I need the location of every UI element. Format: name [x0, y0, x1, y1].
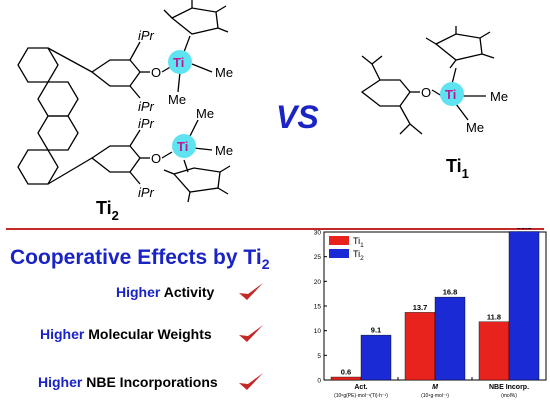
bar: [330, 376, 362, 381]
ti-center-upper: [168, 50, 192, 74]
me-label-ti1-2: Me: [466, 120, 484, 135]
legend-swatch: [329, 249, 349, 258]
x-category-unit: (mol%): [501, 393, 517, 399]
y-tick-label: 0: [317, 378, 321, 385]
headline: Cooperative Effects by Ti2: [10, 246, 270, 272]
bar-value-label: 16.8: [443, 288, 458, 297]
bar-value-label: 13.7: [413, 303, 428, 312]
x-category-label: NBE Incorp.: [489, 384, 529, 391]
bar-value-label: 11.8: [487, 312, 501, 321]
ti1-skeleton: [360, 26, 495, 135]
ti-center-lower: [172, 134, 196, 158]
ipr-label-4: iPr: [138, 185, 155, 200]
ti-label-upper: Ti: [173, 55, 184, 70]
bar-value-label: 0.6: [341, 368, 351, 377]
bar-chart: 0 5 10 15 20 25 30 0.6 9.1 Act. (10⁶g(PE)·mol⁻¹(Ti…: [314, 228, 547, 399]
section-divider: [6, 228, 544, 230]
ti-label-lower: Ti: [177, 139, 188, 154]
ipr-label-2: iPr: [138, 99, 155, 114]
y-tick-label: 20: [314, 279, 322, 286]
me-label-2: Me: [168, 92, 186, 107]
legend-label: Ti2: [353, 249, 364, 262]
x-category-unit: (10⁴g·mol⁻¹): [421, 393, 449, 399]
x-category-label: Act.: [354, 384, 367, 391]
advantage-activity: Higher Activity: [116, 284, 215, 300]
ti-center-ti1: [440, 82, 464, 106]
me-label-3: Me: [196, 106, 214, 121]
advantage-molecular-weight: Higher Molecular Weights: [40, 326, 212, 342]
checkmark-icon: [239, 325, 263, 342]
ti2-skeleton: [17, 0, 231, 203]
y-tick-label: 10: [314, 328, 322, 335]
y-tick-label: 15: [314, 304, 322, 311]
ti2-compound-label: Ti2: [96, 198, 119, 223]
ti-label-ti1: Ti: [445, 87, 456, 102]
advantage-nbe: Higher NBE Incorporations: [38, 374, 218, 390]
y-tick-label: 30: [314, 230, 322, 237]
bar: [508, 231, 540, 381]
checkmark-icon: [239, 373, 263, 390]
bar: [404, 312, 436, 381]
ti1-compound-label: Ti1: [446, 156, 469, 181]
vs-label: VS: [276, 99, 319, 135]
bar: [434, 296, 466, 381]
ipr-label-3: iPr: [138, 116, 155, 131]
bar: [360, 334, 392, 381]
y-tick-label: 25: [314, 254, 322, 261]
bar: [478, 321, 510, 381]
oxygen-label-lower: O: [151, 151, 161, 166]
checkmark-icon: [239, 283, 263, 300]
bar-value-label: 9.1: [371, 326, 381, 335]
structures-scheme: Ti Ti Ti O O O iPr iPr iPr iPr Me Me Me …: [17, 0, 508, 223]
bar-value-label: 30.1: [517, 228, 532, 231]
me-label-1: Me: [215, 65, 233, 80]
oxygen-label-upper: O: [151, 65, 161, 80]
oxygen-label-ti1: O: [421, 85, 431, 100]
me-label-ti1-1: Me: [490, 89, 508, 104]
legend-swatch: [329, 236, 349, 245]
x-category-unit: (10⁶g(PE)·mol⁻¹(Ti)·h⁻¹): [334, 393, 388, 399]
y-tick-label: 5: [317, 353, 321, 360]
ipr-label-1: iPr: [138, 28, 155, 43]
me-label-4: Me: [215, 143, 233, 158]
x-category-label: M: [432, 384, 438, 391]
legend-label: Ti1: [353, 236, 364, 249]
